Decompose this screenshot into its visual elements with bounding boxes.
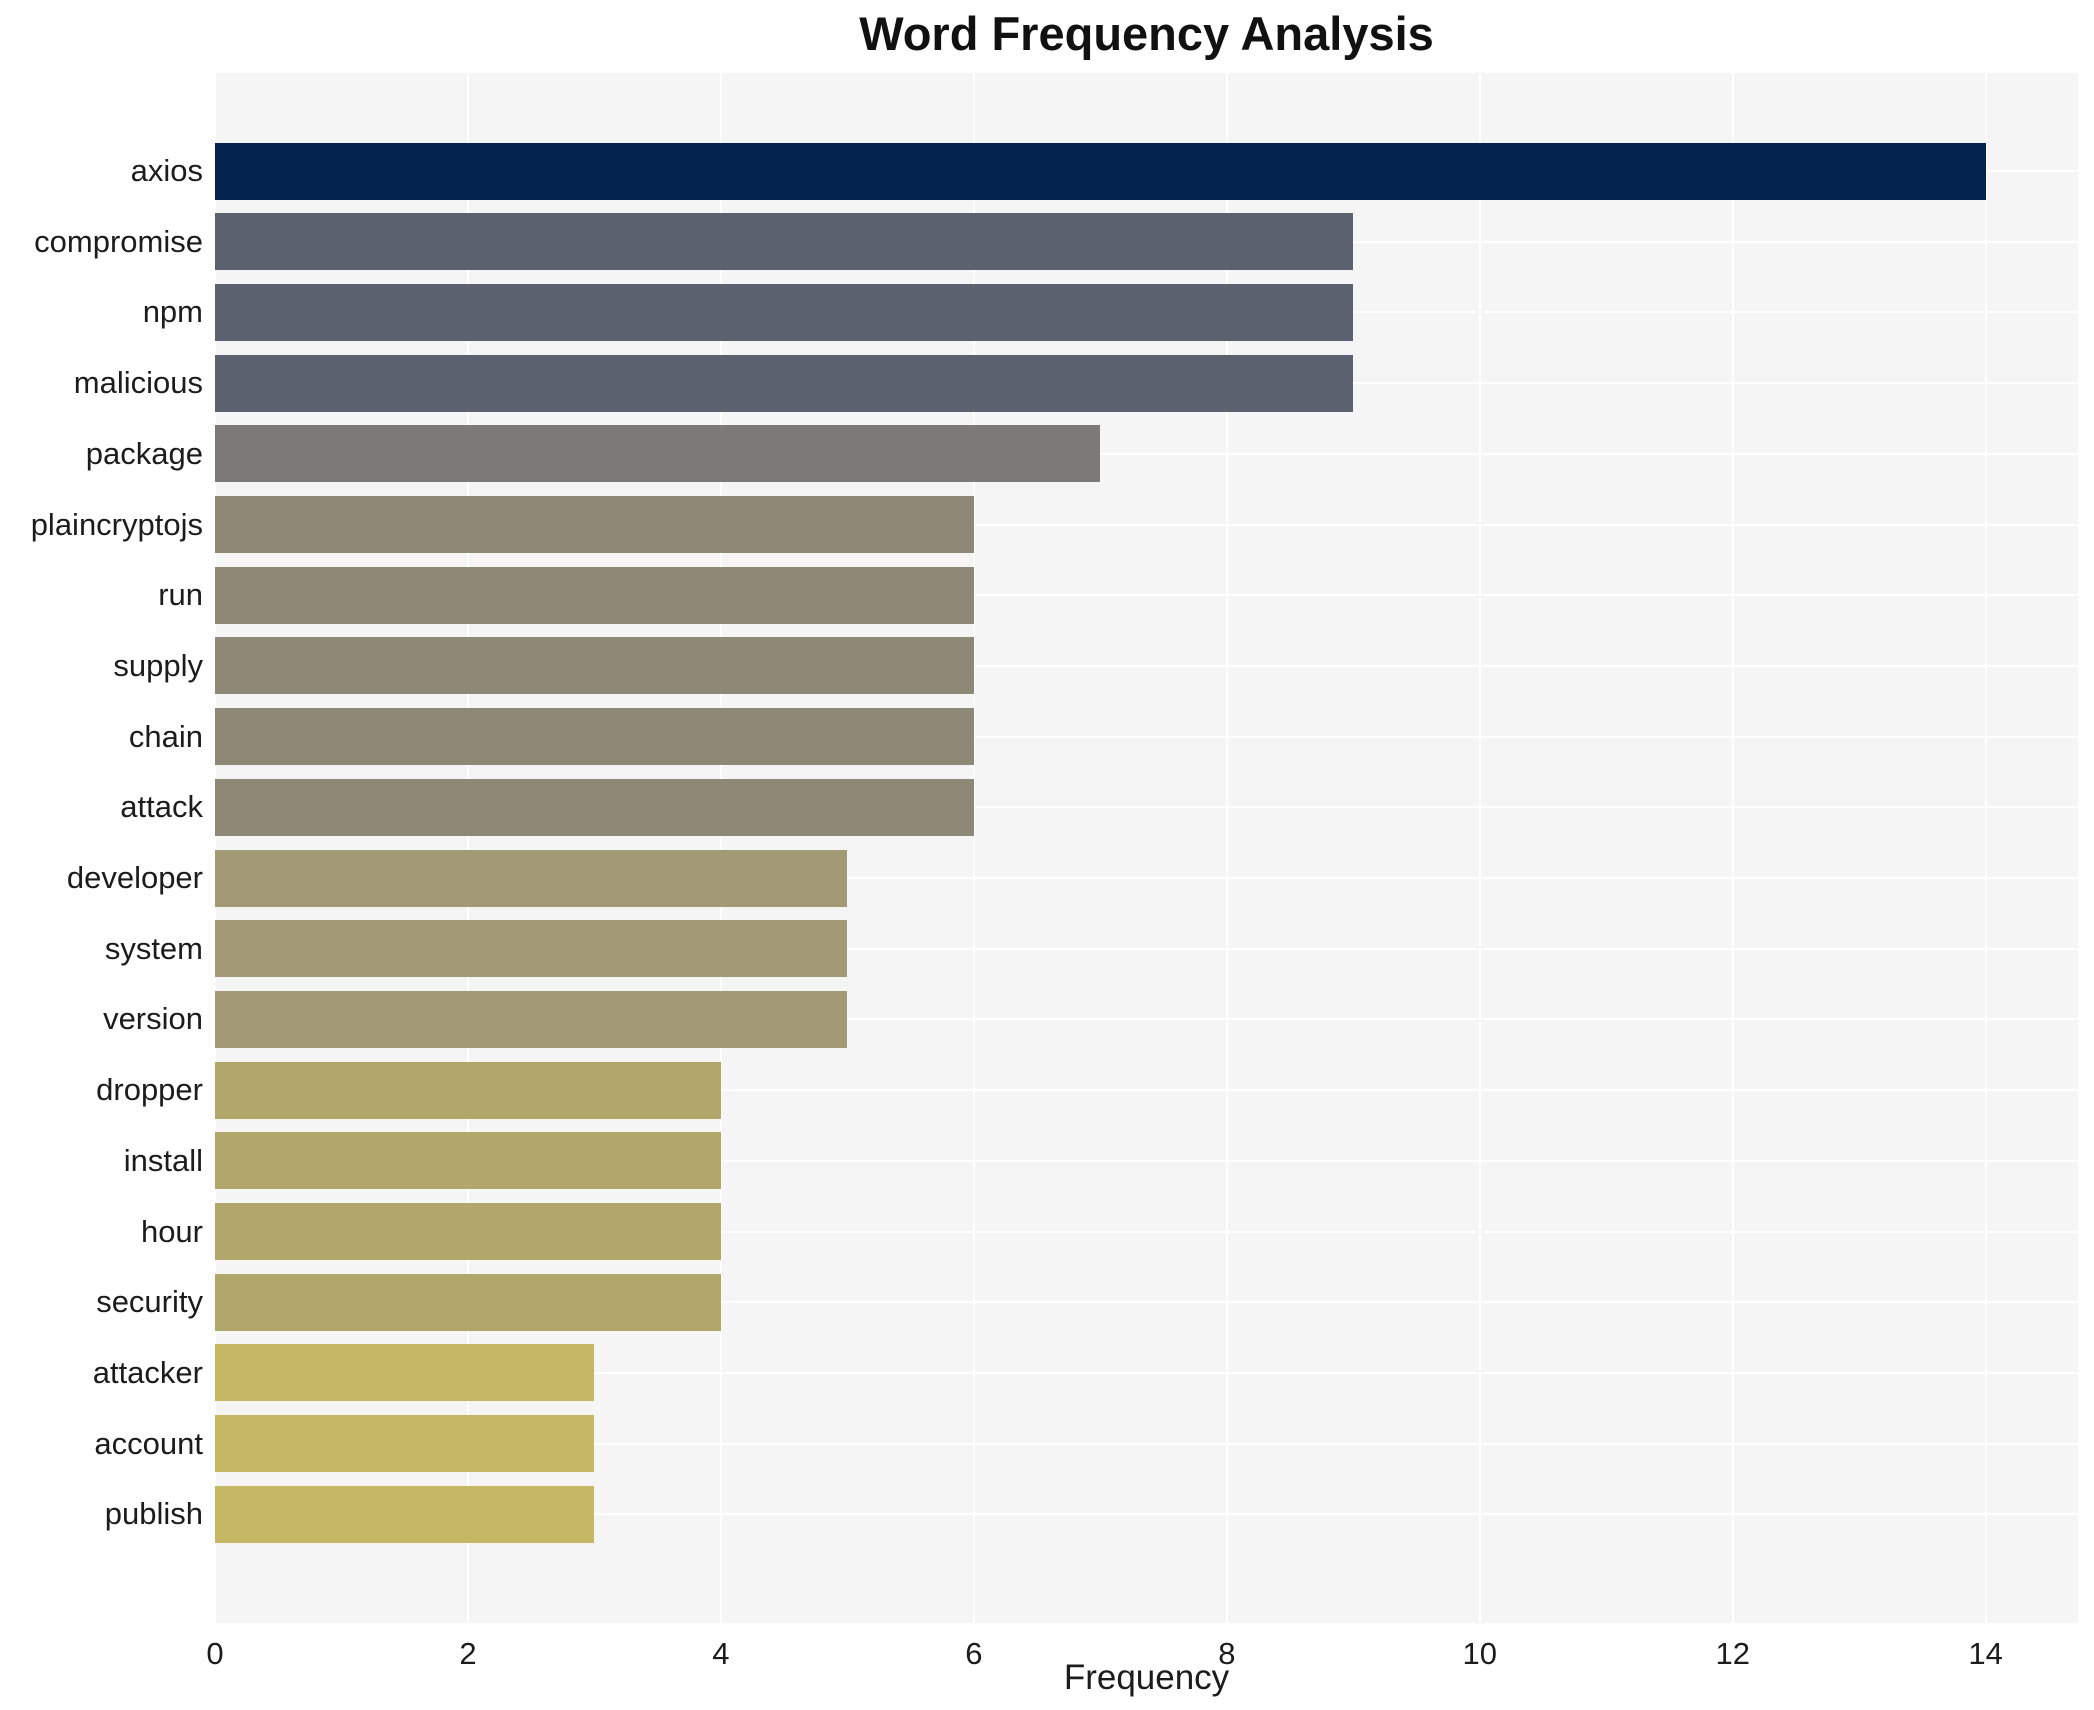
- bar-supply: [215, 637, 974, 695]
- y-label-hour: hour: [140, 1213, 203, 1249]
- y-label-install: install: [123, 1142, 203, 1178]
- bar-compromise: [215, 213, 1354, 271]
- gridline-y-developer: [215, 877, 2078, 879]
- y-label-attacker: attacker: [92, 1354, 203, 1390]
- gridline-x-14: [1984, 73, 1987, 1623]
- bar-run: [215, 566, 974, 624]
- bar-security: [215, 1273, 721, 1331]
- bar-chain: [215, 708, 974, 766]
- y-label-npm: npm: [142, 294, 203, 330]
- plot-area: [215, 73, 2078, 1623]
- x-tick-12: 12: [1715, 1636, 1750, 1671]
- gridline-x-2: [466, 73, 469, 1623]
- bar-publish: [215, 1485, 595, 1543]
- y-label-account: account: [94, 1425, 203, 1461]
- gridline-x-8: [1225, 73, 1228, 1623]
- x-tick-8: 8: [1218, 1636, 1236, 1671]
- gridline-y-hour: [215, 1230, 2078, 1233]
- y-label-malicious: malicious: [73, 365, 203, 401]
- bar-attacker: [215, 1344, 595, 1402]
- x-tick-0: 0: [206, 1636, 224, 1671]
- x-tick-14: 14: [1968, 1636, 2003, 1671]
- x-tick-10: 10: [1462, 1636, 1497, 1671]
- gridline-x-12: [1731, 73, 1734, 1623]
- y-label-run: run: [158, 577, 203, 613]
- gridline-y-system: [215, 947, 2078, 950]
- gridline-y-account: [215, 1442, 2078, 1445]
- x-axis-title: Frequency: [1063, 1658, 1230, 1697]
- gridline-y-attacker: [215, 1371, 2078, 1374]
- bar-axios: [215, 142, 1986, 200]
- y-axis-labels: axios compromise npm malicious package plainc…: [0, 73, 203, 1623]
- bar-npm: [215, 283, 1354, 341]
- bar-account: [215, 1415, 595, 1473]
- gridline-x-4: [719, 73, 722, 1623]
- y-label-compromise: compromise: [34, 223, 203, 259]
- y-label-package: package: [85, 435, 203, 471]
- y-label-developer: developer: [66, 860, 203, 895]
- x-tick-4: 4: [712, 1636, 730, 1671]
- y-label-plaincryptojs: plaincryptojs: [30, 506, 203, 542]
- y-label-axios: axios: [130, 153, 203, 188]
- y-label-publish: publish: [104, 1496, 203, 1532]
- gridline-y-package: [215, 452, 2078, 455]
- x-tick-2: 2: [459, 1636, 477, 1671]
- y-label-system: system: [104, 930, 203, 966]
- gridline-x-6: [972, 73, 975, 1623]
- y-label-chain: chain: [128, 718, 203, 754]
- gridline-y-publish: [215, 1513, 2078, 1516]
- gridline-x-10: [1478, 73, 1481, 1623]
- x-axis-ticks: 0 2 4 6 8 10 12 14: [0, 1636, 2094, 1680]
- gridline-y-dropper: [215, 1089, 2078, 1092]
- bar-developer: [215, 849, 848, 907]
- y-label-security: security: [96, 1284, 203, 1320]
- bar-dropper: [215, 1061, 721, 1119]
- bar-malicious: [215, 354, 1354, 412]
- bar-hour: [215, 1203, 721, 1260]
- y-label-version: version: [103, 1001, 203, 1037]
- bar-version: [215, 990, 848, 1048]
- gridline-y-plaincryptojs: [215, 523, 2078, 526]
- y-label-supply: supply: [113, 647, 203, 683]
- bar-attack: [215, 778, 974, 836]
- gridline-y-install: [215, 1159, 2078, 1162]
- bar-package: [215, 425, 1101, 483]
- bar-plaincryptojs: [215, 496, 974, 553]
- gridline-y-security: [215, 1301, 2078, 1304]
- gridline-y-version: [215, 1018, 2078, 1021]
- chart-title: Word Frequency Analysis: [859, 7, 1434, 60]
- y-label-attack: attack: [120, 789, 203, 825]
- bar-install: [215, 1132, 721, 1190]
- gridline-x-0: [215, 73, 216, 1623]
- gridline-y-attack: [215, 806, 2078, 809]
- y-label-dropper: dropper: [96, 1072, 203, 1108]
- gridline-y-run: [215, 594, 2078, 597]
- gridline-y-supply: [215, 664, 2078, 667]
- x-tick-6: 6: [965, 1636, 983, 1671]
- bar-system: [215, 920, 848, 978]
- gridline-y-chain: [215, 735, 2078, 738]
